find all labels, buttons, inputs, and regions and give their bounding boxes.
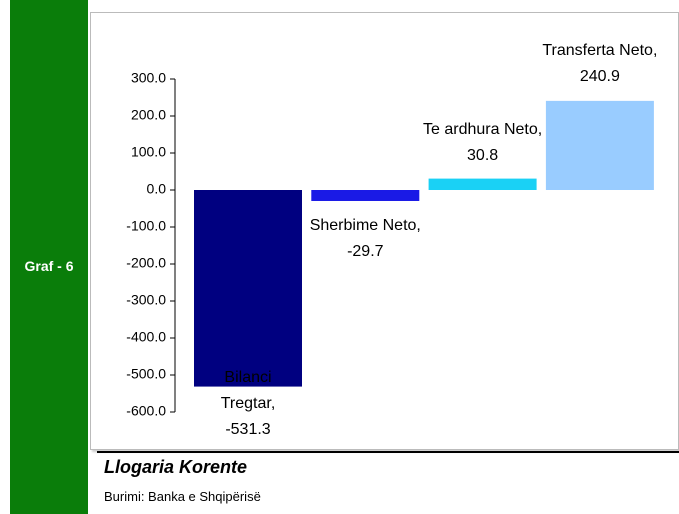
y-tick-label: 200.0	[131, 107, 166, 123]
y-tick-label: -300.0	[126, 292, 166, 308]
y-tick-label: -400.0	[126, 329, 166, 345]
bar	[428, 178, 537, 190]
value-label: Bilanci Tregtar, -531.3	[220, 369, 276, 438]
rule	[97, 451, 679, 453]
bar	[545, 100, 654, 190]
value-label: Sherbime Neto, -29.7	[309, 217, 421, 260]
y-tick-label: -500.0	[126, 366, 166, 382]
value-label: Te ardhura Neto, 30.8	[423, 121, 543, 164]
value-label: Transferta Neto, 240.9	[542, 42, 658, 85]
y-tick-label: 300.0	[131, 70, 166, 86]
y-tick-label: -600.0	[126, 403, 166, 419]
bar	[311, 190, 420, 201]
sidebar: Graf - 6	[10, 0, 88, 514]
source: Burimi: Banka e Shqipërisë	[104, 489, 261, 504]
chart-title: Llogaria Korente	[104, 457, 248, 477]
y-tick-label: -200.0	[126, 255, 166, 271]
chart-frame	[90, 12, 679, 450]
y-tick-label: 0.0	[147, 181, 167, 197]
y-tick-label: 100.0	[131, 144, 166, 160]
bar	[194, 190, 302, 387]
y-tick-label: -100.0	[126, 218, 166, 234]
sidebar-label: Graf - 6	[24, 258, 74, 274]
